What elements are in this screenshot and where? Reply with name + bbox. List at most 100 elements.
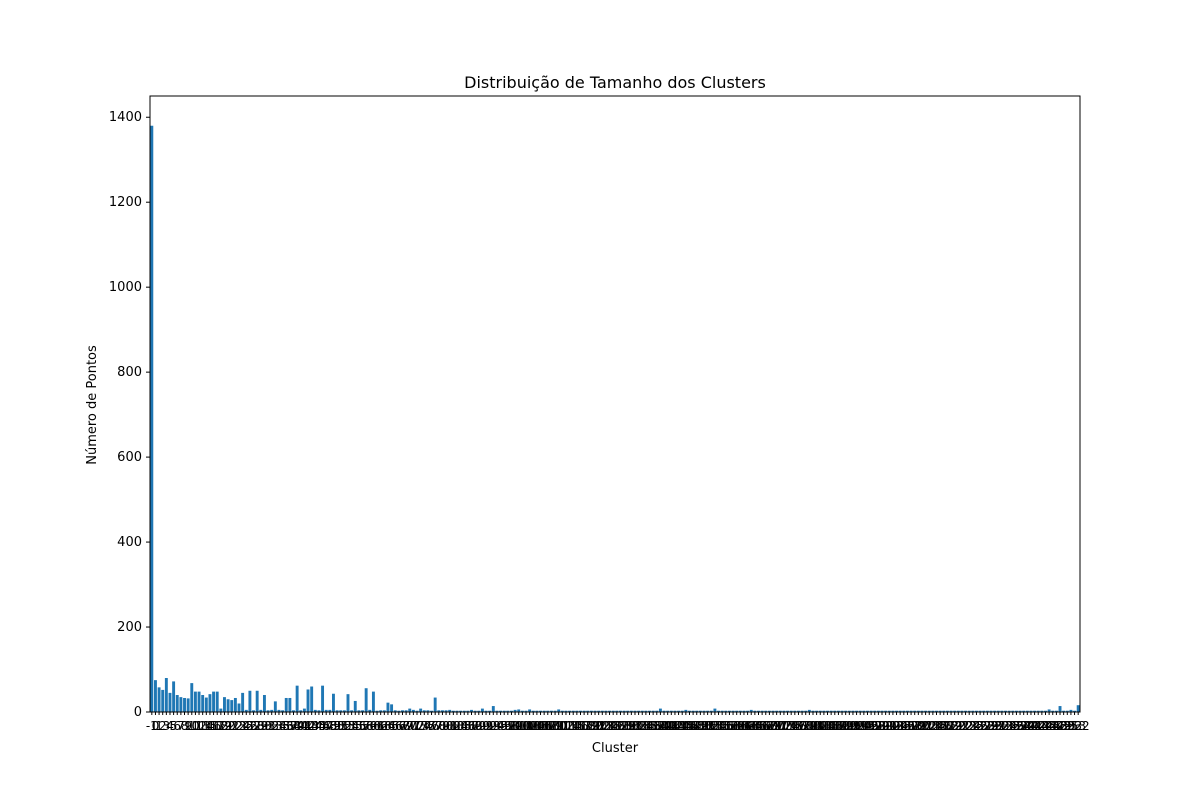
x-tick-label: 118 <box>573 719 596 733</box>
bar <box>982 710 986 712</box>
bar <box>615 710 619 712</box>
x-tick-label: 49 <box>326 719 341 733</box>
bar <box>996 710 1000 712</box>
bar <box>866 710 869 712</box>
x-tick-label: 208 <box>900 719 923 733</box>
x-tick-label: 146 <box>674 719 697 733</box>
x-tick-label: 19 <box>217 719 232 733</box>
x-tick-label: 33 <box>268 719 283 733</box>
bar <box>964 710 968 712</box>
x-tick-label: 243 <box>1027 719 1050 733</box>
x-tick-label: 129 <box>613 719 636 733</box>
x-tick-label: 44 <box>308 719 323 733</box>
bar <box>1022 710 1026 712</box>
x-tick-label: 98 <box>504 719 519 733</box>
bar <box>270 709 274 712</box>
bar <box>520 710 524 712</box>
bar <box>1036 710 1040 712</box>
bar <box>208 694 212 712</box>
y-axis-label: Número de Pontos <box>85 345 100 465</box>
bar <box>375 710 379 712</box>
x-tick-label: 234 <box>994 719 1017 733</box>
x-tick-label: 100 <box>507 719 530 733</box>
x-tick-label: 165 <box>743 719 766 733</box>
x-tick-label: 217 <box>932 719 955 733</box>
bar <box>673 710 677 712</box>
bar <box>150 125 154 713</box>
x-tick-label: 41 <box>297 719 312 733</box>
x-tick-label: 220 <box>943 719 966 733</box>
x-tick-label: 75 <box>420 719 435 733</box>
x-tick-label: 223 <box>954 719 977 733</box>
x-tick-label: 1 <box>155 719 163 733</box>
bar <box>767 710 771 712</box>
bar <box>717 710 720 712</box>
bar <box>985 710 989 712</box>
bar <box>760 710 764 712</box>
x-tick-label: 55 <box>348 719 363 733</box>
bar <box>451 710 455 712</box>
x-tick-label: 156 <box>711 719 734 733</box>
x-tick-label: 140 <box>653 719 676 733</box>
x-tick-label: 226 <box>965 719 988 733</box>
bar <box>895 710 898 712</box>
bar <box>273 701 277 712</box>
bar <box>433 697 437 712</box>
x-tick-label: 111 <box>547 719 570 733</box>
bar <box>1062 710 1066 712</box>
x-tick-label: 84 <box>453 719 468 733</box>
bar <box>513 709 517 712</box>
x-tick-label: 160 <box>725 719 748 733</box>
bar <box>575 710 579 712</box>
x-tick-label: 96 <box>497 719 512 733</box>
bar <box>695 710 699 712</box>
x-tick-label: 77 <box>428 719 443 733</box>
x-tick-label: 232 <box>1067 719 1090 733</box>
x-tick-label: 82 <box>446 719 461 733</box>
x-tick-label: 139 <box>649 719 672 733</box>
x-tick-label: 67 <box>391 719 406 733</box>
x-tick-label: 12 <box>191 719 206 733</box>
x-tick-label: 191 <box>838 719 861 733</box>
bar <box>651 710 655 712</box>
bar <box>328 709 332 712</box>
x-tick-label: 244 <box>1030 719 1053 733</box>
bar <box>924 710 928 712</box>
bar <box>611 710 615 712</box>
bar <box>989 710 993 712</box>
bar <box>299 710 303 712</box>
x-tick-label: 147 <box>678 719 701 733</box>
bar <box>506 710 510 712</box>
bar <box>204 697 208 712</box>
bar <box>927 710 931 712</box>
x-tick-label: 79 <box>435 719 450 733</box>
bar <box>579 710 582 712</box>
x-tick-label: 219 <box>940 719 963 733</box>
bar <box>382 710 386 712</box>
x-tick-label: 92 <box>482 719 497 733</box>
x-tick-label: 210 <box>907 719 930 733</box>
x-tick-label: 134 <box>631 719 654 733</box>
bar <box>480 708 484 712</box>
chart-title: Distribuição de Tamanho dos Clusters <box>464 73 766 92</box>
y-tick-label: 1200 <box>109 195 142 210</box>
bar <box>644 710 648 712</box>
x-tick-label: 218 <box>936 719 959 733</box>
x-tick-label: 15 <box>202 719 217 733</box>
bar <box>241 692 245 712</box>
bar <box>262 695 266 712</box>
x-tick-label: 11 <box>188 719 203 733</box>
x-tick-label: 157 <box>714 719 737 733</box>
x-tick-label: 163 <box>736 719 759 733</box>
bar <box>186 698 190 712</box>
bar <box>680 710 684 712</box>
bar <box>535 710 539 712</box>
x-tick-label: 133 <box>627 719 650 733</box>
bar <box>1007 710 1011 712</box>
x-tick-label: 238 <box>1009 719 1032 733</box>
x-tick-label: 40 <box>293 719 308 733</box>
bar <box>426 710 430 712</box>
x-tick-label: 198 <box>863 719 886 733</box>
bar <box>713 708 717 712</box>
x-tick-label: 73 <box>413 719 428 733</box>
